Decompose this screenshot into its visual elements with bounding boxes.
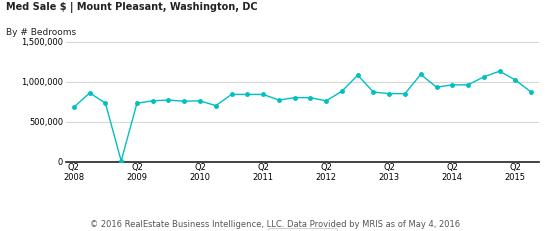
4 Bedrooms <box>307 96 314 99</box>
4 Bedrooms <box>134 102 140 105</box>
4 Bedrooms <box>528 91 535 93</box>
4 Bedrooms <box>339 90 345 93</box>
Line: 4 Bedrooms: 4 Bedrooms <box>72 70 533 163</box>
Text: Med Sale $ | Mount Pleasant, Washington, DC: Med Sale $ | Mount Pleasant, Washington,… <box>6 2 257 13</box>
4 Bedrooms <box>181 100 188 103</box>
4 Bedrooms <box>370 91 377 93</box>
Text: © 2016 RealEstate Business Intelligence, LLC. Data Provided by MRIS as of May 4,: © 2016 RealEstate Business Intelligence,… <box>90 220 460 229</box>
4 Bedrooms <box>260 93 266 96</box>
4 Bedrooms <box>465 83 471 86</box>
4 Bedrooms <box>212 104 219 107</box>
4 Bedrooms <box>512 79 519 81</box>
4 Bedrooms <box>228 93 235 96</box>
4 Bedrooms <box>449 83 455 86</box>
4 Bedrooms <box>118 160 124 162</box>
4 Bedrooms <box>386 92 393 95</box>
4 Bedrooms <box>70 106 77 109</box>
4 Bedrooms <box>481 76 487 78</box>
4 Bedrooms <box>165 99 172 101</box>
4 Bedrooms <box>292 96 298 99</box>
4 Bedrooms <box>102 102 109 105</box>
4 Bedrooms <box>86 91 93 94</box>
4 Bedrooms <box>197 100 204 102</box>
4 Bedrooms <box>496 70 503 73</box>
4 Bedrooms <box>150 100 156 102</box>
4 Bedrooms <box>354 74 361 77</box>
Legend: 4 Bedrooms: 4 Bedrooms <box>268 228 337 231</box>
4 Bedrooms <box>244 93 251 96</box>
4 Bedrooms <box>402 92 408 95</box>
4 Bedrooms <box>276 99 282 101</box>
4 Bedrooms <box>433 86 440 89</box>
4 Bedrooms <box>323 100 329 102</box>
4 Bedrooms <box>417 73 424 76</box>
Text: By # Bedrooms: By # Bedrooms <box>6 28 76 37</box>
